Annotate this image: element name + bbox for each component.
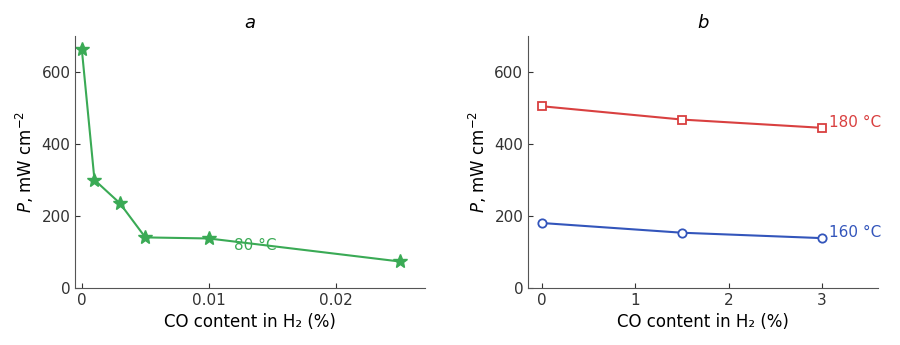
Text: 180 °C: 180 °C <box>829 115 881 130</box>
Title: a: a <box>245 14 256 32</box>
Title: b: b <box>698 14 708 32</box>
X-axis label: CO content in H₂ (%): CO content in H₂ (%) <box>165 313 337 331</box>
X-axis label: CO content in H₂ (%): CO content in H₂ (%) <box>617 313 789 331</box>
Y-axis label: $P$, mW cm$^{-2}$: $P$, mW cm$^{-2}$ <box>467 111 489 213</box>
Y-axis label: $P$, mW cm$^{-2}$: $P$, mW cm$^{-2}$ <box>14 111 36 213</box>
Text: 80 °C: 80 °C <box>234 238 277 253</box>
Text: 160 °C: 160 °C <box>829 225 882 240</box>
